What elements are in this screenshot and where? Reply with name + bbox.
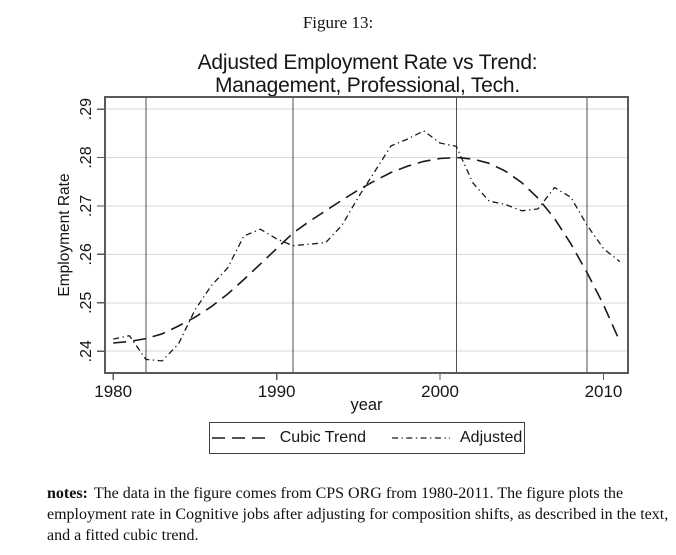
notes-label: notes: (47, 485, 88, 502)
plot-border (104, 96, 629, 374)
y-tick-label: .26 (78, 243, 95, 265)
x-tick-label: 2010 (585, 382, 623, 401)
legend-box: Cubic Trend Adjusted (209, 422, 525, 454)
y-axis-title: Employment Rate (56, 173, 73, 296)
y-tick-label: .29 (78, 98, 95, 120)
notes-line-3: and a fitted cubic trend. (47, 527, 199, 544)
chart-title: Adjusted Employment Rate vs Trend: Manag… (106, 51, 629, 97)
x-tick-label: 2000 (421, 382, 459, 401)
y-tick-label: .24 (78, 340, 95, 362)
legend-item: Cubic Trend (211, 429, 366, 447)
x-tick-label: 1990 (258, 382, 296, 401)
figure-notes: notes: The data in the figure comes from … (47, 483, 669, 546)
y-tick-label: .27 (78, 195, 95, 217)
y-tick-label: .28 (78, 146, 95, 168)
legend-label: Adjusted (460, 429, 523, 446)
series-cubic-trend (113, 156, 621, 344)
x-axis-title: year (350, 396, 383, 414)
x-tick-label: 1980 (94, 382, 132, 401)
chart-title-line1: Adjusted Employment Rate vs Trend: (197, 51, 538, 74)
legend-line-sample-icon (392, 437, 450, 439)
legend-label: Cubic Trend (279, 429, 366, 446)
notes-line-1: notes: The data in the figure comes from … (47, 483, 657, 504)
figure-label: Figure 13: (302, 13, 374, 32)
notes-line-2: employment rate in Cognitive jobs after … (47, 506, 669, 523)
series-adjusted (113, 130, 621, 362)
y-tick-label: .25 (78, 292, 95, 314)
legend-line-sample-icon (211, 437, 270, 439)
legend-item: Adjusted (392, 429, 522, 447)
notes-text-1: The data in the figure comes from CPS OR… (93, 485, 624, 502)
chart-title-line2: Management, Professional, Tech. (214, 74, 521, 97)
